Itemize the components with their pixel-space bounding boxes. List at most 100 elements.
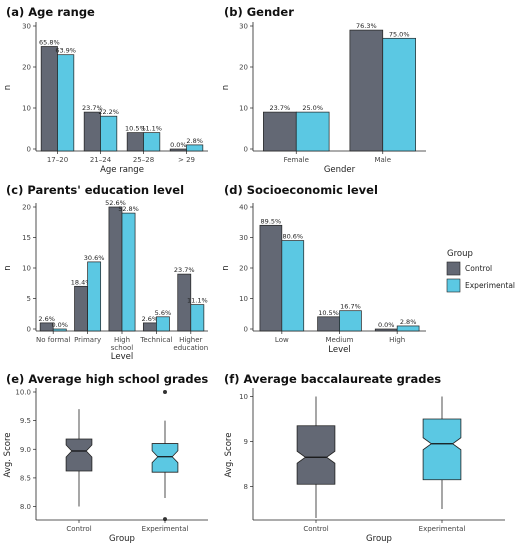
x-tick-label: Female — [284, 156, 309, 164]
bar-experimental — [121, 212, 136, 332]
bar-data-label: 65.8% — [39, 39, 60, 47]
x-tick-label: 17–20 — [47, 156, 68, 164]
bar-data-label: 0.0% — [378, 321, 395, 329]
bar-experimental — [52, 328, 67, 332]
bar-data-label: 63.9% — [55, 47, 76, 55]
panel-title: (f) Average baccalaureate grades — [224, 372, 441, 386]
panel-c: (c) Parents' education level 0 5 10 15 20 n No … — [3, 183, 208, 362]
panel-a: (a) Age range 0 10 20 30 n 17–20 21–24 25–28 > 29… — [3, 5, 208, 175]
bar-data-label: 23.7% — [174, 266, 195, 274]
bar-data-label: 2.6% — [142, 315, 159, 323]
legend-label-experimental: Experimental — [465, 281, 515, 290]
legend: Group Control Experimental — [446, 249, 515, 293]
bar-data-label: 2.6% — [38, 315, 55, 323]
y-tick-label: 10 — [239, 105, 248, 113]
y-tick-label: 40 — [239, 204, 248, 212]
y-tick-label: 20 — [239, 265, 248, 273]
y-tick-label: 10 — [22, 265, 31, 273]
y-axis-label: n — [221, 265, 231, 270]
x-tick-label: Technical — [139, 336, 172, 344]
bar-experimental — [396, 325, 420, 332]
y-tick-label: 20 — [239, 64, 248, 72]
bar-experimental — [156, 316, 170, 332]
bar-experimental — [100, 115, 118, 152]
bar-data-label: 30.6% — [84, 254, 105, 262]
bar-data-label: 0.0% — [170, 141, 187, 149]
bar-data-label: 5.6% — [155, 309, 172, 317]
y-axis-label: Avg. Score — [224, 433, 234, 478]
y-tick-label: 5 — [27, 295, 31, 303]
box-control — [65, 438, 93, 472]
bar-data-label: 22.2% — [98, 108, 119, 116]
x-tick-label: Primary — [74, 336, 101, 344]
y-tick-label: 8.5 — [20, 474, 31, 482]
y-axis-label: n — [3, 265, 13, 270]
x-tick-label: High — [114, 336, 130, 344]
bar-experimental — [190, 304, 205, 332]
y-tick-label: 20 — [22, 64, 31, 72]
y-tick-label: 0 — [244, 146, 248, 154]
bar-experimental — [57, 54, 75, 152]
x-tick-label: 25–28 — [133, 156, 154, 164]
bar-experimental — [186, 144, 204, 152]
y-tick-label: 0 — [27, 326, 31, 334]
bar-control — [317, 316, 340, 332]
y-tick-label: 10 — [239, 393, 248, 401]
bar-data-label: 23.7% — [82, 104, 103, 112]
panel-title: (d) Socioeconomic level — [224, 183, 378, 197]
x-axis-label: Group — [109, 534, 135, 544]
bar-control — [349, 29, 384, 152]
x-tick-label: Experimental — [419, 525, 466, 533]
panel-d: (d) Socioeconomic level 0 10 20 30 40 n Low Medi… — [221, 183, 426, 355]
y-tick-label: 20 — [22, 204, 31, 212]
bar-data-label: 16.7% — [340, 303, 361, 311]
bar-experimental — [281, 240, 305, 332]
x-axis-label: Gender — [324, 165, 356, 175]
box-outlier — [163, 390, 167, 394]
x-axis-label: Level — [328, 345, 350, 355]
x-tick-label: Experimental — [142, 525, 189, 533]
legend-swatch-experimental — [446, 278, 461, 293]
bar-data-label: 52.8% — [118, 205, 139, 213]
y-tick-label: 10 — [22, 105, 31, 113]
bar-data-label: 10.5% — [318, 309, 339, 317]
panel-title: (e) Average high school grades — [6, 372, 208, 386]
bar-control — [259, 224, 283, 332]
y-tick-label: 9.5 — [20, 417, 31, 425]
x-tick-label: school — [111, 344, 133, 352]
y-tick-label: 9 — [244, 438, 248, 446]
x-tick-label: Control — [66, 525, 91, 533]
panel-b: (b) Gender 0 10 20 30 n Female Male Gender 23.7% 7… — [221, 5, 426, 175]
bar-data-label: 2.8% — [400, 318, 417, 326]
x-tick-label: Male — [374, 156, 391, 164]
bar-experimental — [382, 37, 416, 152]
panel-f: (f) Average baccalaureate grades 8 9 10 Avg.… — [224, 372, 505, 544]
y-tick-label: 0 — [244, 326, 248, 334]
bar-control — [142, 322, 157, 332]
x-axis-label: Group — [366, 534, 392, 544]
bar-control — [374, 328, 398, 332]
box-outlier — [163, 517, 167, 522]
bar-control — [40, 46, 58, 152]
y-tick-label: 30 — [22, 23, 31, 31]
panel-e: (e) Average high school grades 8.0 8.5 9.0 9… — [3, 372, 208, 544]
bar-data-label: 25.0% — [302, 104, 323, 112]
bar-control — [74, 285, 88, 332]
panel-title: (c) Parents' education level — [6, 183, 184, 197]
box-control — [296, 425, 336, 485]
x-tick-label: 21–24 — [90, 156, 112, 164]
y-tick-label: 15 — [22, 234, 31, 242]
y-tick-label: 9.0 — [20, 446, 31, 454]
x-axis-label: Level — [111, 352, 133, 362]
box-experimental — [151, 443, 179, 473]
y-axis-label: Avg. Score — [3, 433, 13, 478]
x-tick-label: Low — [275, 336, 289, 344]
x-tick-label: Control — [303, 525, 328, 533]
y-tick-label: 0 — [27, 146, 31, 154]
panel-title: (a) Age range — [6, 5, 95, 19]
bar-control — [169, 148, 187, 152]
y-axis-label: n — [3, 85, 13, 90]
bar-data-label: 23.7% — [269, 104, 290, 112]
bar-control — [177, 273, 192, 332]
bar-data-label: 89.5% — [261, 217, 282, 225]
